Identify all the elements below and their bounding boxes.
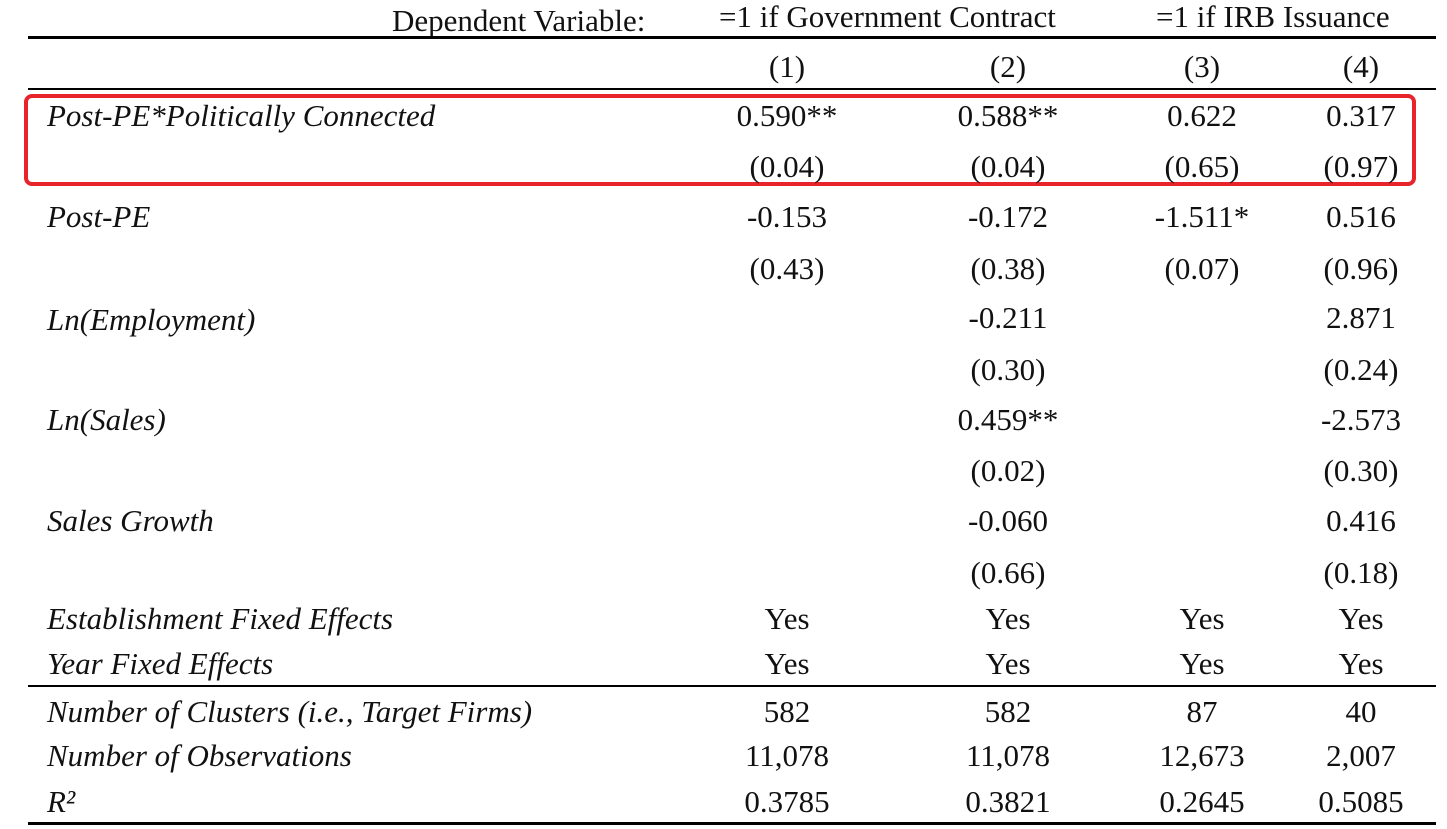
se-cell: (0.97) [1323,149,1399,184]
coef-cell: 0.590** [736,98,838,133]
fe-cell: Yes [764,646,810,681]
fe-cell: Yes [985,601,1031,636]
stat-cell: 87 [1186,694,1218,729]
row-label-year-fixed-effects: Year Fixed Effects [47,646,274,681]
stat-cell: 0.3821 [965,784,1051,819]
se-cell: (0.30) [970,352,1046,387]
se-cell: (0.38) [970,251,1046,286]
fe-cell: Yes [1179,601,1225,636]
fe-cell: Yes [1338,646,1384,681]
coef-cell: -0.153 [746,199,828,234]
coef-cell: 0.459** [957,402,1059,437]
row-label-ln-sales: Ln(Sales) [47,402,166,437]
coef-cell: 0.416 [1326,503,1396,538]
stat-cell: 582 [984,694,1032,729]
group-header-irb-issuance: =1 if IRB Issuance [1156,0,1390,34]
row-label-post-pe: Post-PE [47,199,151,234]
row-label-sales-growth: Sales Growth [47,503,214,538]
stat-cell: 0.2645 [1159,784,1245,819]
coef-cell: 0.588** [957,98,1059,133]
fe-cell: Yes [985,646,1031,681]
se-cell: (0.30) [1323,453,1399,488]
se-cell: (0.04) [749,149,825,184]
coef-cell: 0.317 [1326,98,1396,133]
column-header-4: (4) [1342,49,1380,84]
bottom-rule [28,822,1436,825]
fe-cell: Yes [1179,646,1225,681]
se-cell: (0.43) [749,251,825,286]
se-cell: (0.24) [1323,352,1399,387]
se-cell: (0.04) [970,149,1046,184]
fe-cell: Yes [764,601,810,636]
se-cell: (0.66) [970,555,1046,590]
stat-cell: 11,078 [965,738,1051,773]
coef-cell: 2.871 [1326,300,1396,335]
coef-cell: -2.573 [1320,402,1402,437]
stat-cell: 2,007 [1326,738,1396,773]
row-label-r-squared: R² [47,784,76,819]
se-cell: (0.07) [1164,251,1240,286]
stats-rule [28,685,1436,687]
group-header-government-contract: =1 if Government Contract [719,0,1056,34]
column-header-2: (2) [989,49,1027,84]
coef-cell: 0.516 [1326,199,1396,234]
top-rule [28,36,1436,39]
se-cell: (0.96) [1323,251,1399,286]
se-cell: (0.18) [1323,555,1399,590]
fe-cell: Yes [1338,601,1384,636]
row-label-establishment-fixed-effects: Establishment Fixed Effects [47,601,394,636]
coef-cell: -0.060 [967,503,1049,538]
header-rule [28,88,1436,90]
coef-cell: -0.211 [968,300,1048,335]
row-label-number-of-clusters: Number of Clusters (i.e., Target Firms) [47,694,533,729]
coef-cell: 0.622 [1167,98,1237,133]
stat-cell: 0.5085 [1318,784,1404,819]
dependent-variable-label: Dependent Variable: [392,3,646,38]
stat-cell: 11,078 [744,738,830,773]
row-label-post-pe-politically-connected: Post-PE*Politically Connected [47,98,436,133]
coef-cell: -1.511* [1154,199,1250,234]
stat-cell: 40 [1345,694,1377,729]
stat-cell: 0.3785 [744,784,830,819]
coef-cell: -0.172 [967,199,1049,234]
se-cell: (0.02) [970,453,1046,488]
column-header-1: (1) [768,49,806,84]
se-cell: (0.65) [1164,149,1240,184]
stat-cell: 582 [763,694,811,729]
highlight-box [24,94,1416,186]
column-header-3: (3) [1183,49,1221,84]
row-label-number-of-observations: Number of Observations [47,738,352,773]
row-label-ln-employment: Ln(Employment) [47,302,256,337]
stat-cell: 12,673 [1159,738,1245,773]
